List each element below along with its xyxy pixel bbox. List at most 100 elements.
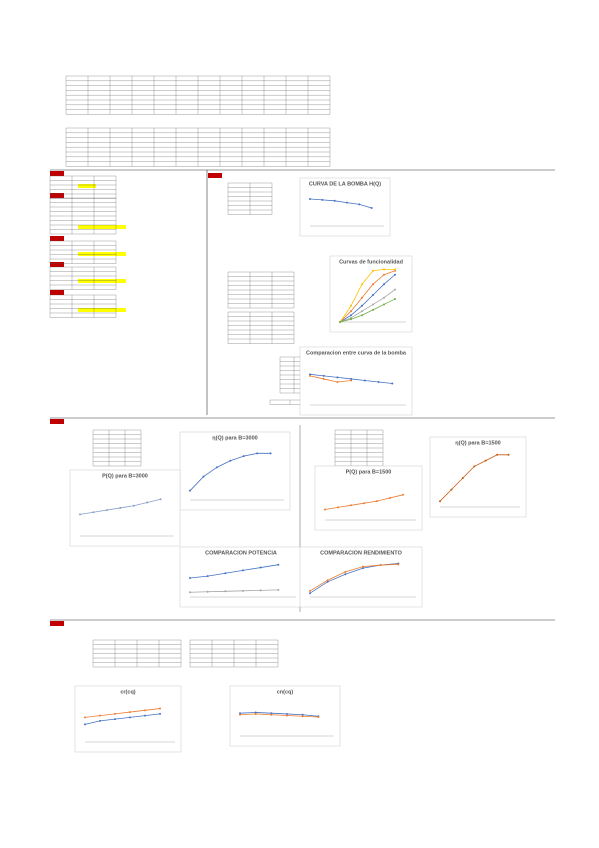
- table: [49, 175, 117, 199]
- series-line: [339, 270, 396, 323]
- point: [344, 573, 347, 576]
- series-line: [84, 708, 161, 718]
- point: [344, 570, 347, 573]
- point: [461, 477, 464, 479]
- point: [321, 198, 324, 201]
- chart-title: P(Q) para B=1500: [346, 469, 392, 475]
- chart-frame: [429, 436, 527, 518]
- point: [277, 563, 280, 566]
- point: [309, 589, 311, 592]
- point: [132, 504, 135, 507]
- point: [270, 712, 273, 715]
- point: [362, 567, 364, 570]
- point: [242, 569, 244, 572]
- series-line: [309, 375, 352, 383]
- point: [159, 712, 161, 715]
- chart-frame: [299, 177, 391, 237]
- point: [309, 592, 311, 595]
- chart-title: COMPARACION POTENCIA: [205, 550, 277, 556]
- table: [92, 639, 182, 668]
- point: [361, 304, 363, 307]
- point: [350, 314, 352, 317]
- series-line: [189, 564, 279, 579]
- point: [370, 207, 373, 209]
- point: [239, 712, 241, 715]
- point: [346, 201, 348, 204]
- chart-title: COMPARACION RENDIMIENTO: [320, 550, 402, 556]
- point: [350, 379, 353, 382]
- point: [144, 714, 146, 717]
- chart-title: η(Q) para B=3000: [212, 435, 257, 441]
- table: [227, 271, 295, 309]
- point: [350, 318, 352, 321]
- point: [326, 580, 329, 583]
- point: [270, 713, 273, 716]
- series-line: [309, 198, 372, 209]
- point: [269, 452, 272, 455]
- chart-title: P(Q) para B=3000: [102, 473, 148, 479]
- series-line: [339, 274, 396, 323]
- point: [202, 475, 205, 478]
- point: [389, 496, 391, 499]
- point: [333, 199, 336, 202]
- chart-title: cr(cq): [120, 689, 135, 695]
- series-line: [309, 563, 399, 592]
- table: [227, 182, 273, 215]
- point: [324, 508, 326, 511]
- point: [229, 459, 232, 462]
- point: [309, 198, 311, 200]
- point: [159, 498, 162, 501]
- point: [189, 577, 191, 579]
- point: [350, 310, 352, 313]
- point: [391, 382, 394, 385]
- table: [65, 127, 331, 167]
- point: [350, 304, 352, 307]
- point: [114, 718, 116, 721]
- series-line: [339, 289, 396, 323]
- point: [383, 268, 385, 271]
- table: [227, 311, 295, 344]
- point: [256, 452, 259, 455]
- point: [394, 273, 396, 276]
- point: [394, 298, 396, 301]
- point: [277, 588, 280, 591]
- point: [336, 376, 339, 379]
- point: [317, 716, 320, 718]
- chart-frame: [74, 685, 182, 753]
- point: [450, 488, 453, 491]
- series-line: [339, 268, 395, 323]
- point: [114, 712, 116, 715]
- point: [254, 712, 257, 715]
- point: [439, 500, 441, 503]
- point: [259, 589, 262, 592]
- point: [206, 590, 209, 593]
- point: [254, 711, 257, 714]
- point: [99, 714, 101, 717]
- point: [383, 283, 385, 286]
- point: [129, 716, 131, 719]
- table: [49, 294, 117, 318]
- point: [286, 714, 288, 717]
- point: [372, 283, 374, 286]
- point: [224, 572, 227, 575]
- point: [119, 506, 122, 509]
- point: [309, 373, 311, 376]
- series-line: [239, 712, 319, 717]
- point: [377, 381, 380, 383]
- point: [361, 314, 363, 317]
- point: [363, 379, 366, 382]
- point: [259, 566, 262, 569]
- point: [397, 563, 400, 566]
- point: [484, 459, 487, 462]
- point: [326, 579, 329, 582]
- highlight-cells: [78, 184, 126, 312]
- point: [92, 511, 95, 514]
- point: [361, 283, 363, 286]
- point: [473, 465, 476, 468]
- point: [322, 374, 325, 377]
- point: [84, 723, 86, 726]
- table: [65, 75, 331, 115]
- point: [394, 268, 396, 271]
- point: [189, 489, 191, 492]
